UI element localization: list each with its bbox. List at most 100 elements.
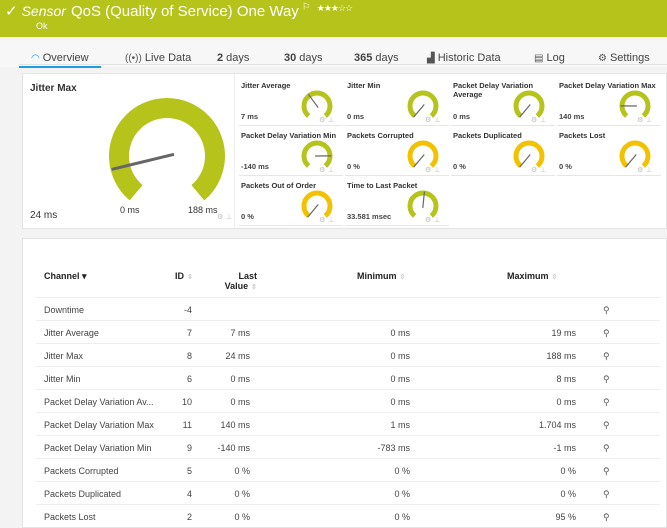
tab-settings[interactable]: ⚙ Settings [598, 52, 650, 64]
gear-icon[interactable]: ⚙ [319, 167, 326, 174]
gauge-dial [513, 140, 545, 168]
cell-channel[interactable]: Jitter Average [44, 328, 99, 338]
col-channel[interactable]: Channel ▾ [44, 271, 87, 282]
gauge-needle [519, 104, 531, 118]
pin-icon[interactable]: ⊥ [540, 117, 547, 124]
sensor-title: QoS (Quality of Service) One Way [70, 3, 299, 20]
live-icon: ((•)) [125, 53, 142, 64]
gauge-tile[interactable]: Packets Corrupted 0 % ⚙ ⊥ [345, 128, 449, 176]
gauge-dial [619, 90, 651, 118]
gauge-label: Packets Out of Order [241, 181, 317, 190]
gear-icon[interactable]: ⚙ [637, 167, 644, 174]
pin-icon[interactable]: ⊥ [226, 214, 233, 221]
gear-icon[interactable]: ⚙ [531, 167, 538, 174]
pin-icon[interactable]: ⊥ [434, 167, 441, 174]
gauge-tile[interactable]: Packet Delay Variation Average 0 ms ⚙ ⊥ [451, 78, 555, 126]
gear-icon[interactable]: ⚙ [531, 117, 538, 124]
table-row[interactable]: Packets Duplicated 4 0 % 0 % 0 % ⚲ [36, 481, 660, 504]
cell-channel[interactable]: Packet Delay Variation Min [44, 443, 152, 453]
table-row[interactable]: Packets Lost 2 0 % 0 % 95 % ⚲ [36, 504, 660, 527]
cell-channel[interactable]: Packet Delay Variation Max [44, 420, 154, 430]
tab-log[interactable]: ▤ Log [534, 52, 565, 64]
cell-maximum: 0 % [560, 489, 576, 499]
channel-settings-icon[interactable]: ⚲ [603, 443, 610, 453]
pin-icon[interactable]: ⊥ [328, 167, 335, 174]
col-maximum[interactable]: Maximum ⇳ [507, 271, 557, 281]
gauge-panel: Jitter Max 0 ms 188 ms 24 ms ⚙ ⊥ Jitter … [22, 73, 667, 229]
channel-settings-icon[interactable]: ⚲ [603, 397, 610, 407]
gear-icon[interactable]: ⚙ [319, 217, 326, 224]
tab-30-days[interactable]: 30 days [284, 52, 323, 64]
channel-settings-icon[interactable]: ⚲ [603, 489, 610, 499]
cell-channel[interactable]: Packet Delay Variation Av... [44, 397, 154, 407]
cell-minimum: 0 ms [390, 328, 410, 338]
channel-settings-icon[interactable]: ⚲ [603, 466, 610, 476]
tab-bar: ◠ Overview ((•)) Live Data 2 days 30 days 36… [0, 40, 667, 68]
cell-last-value: 0 % [234, 489, 250, 499]
gauge-tile[interactable]: Time to Last Packet 33.581 msec ⚙ ⊥ [345, 178, 449, 226]
tab-live-data[interactable]: ((•)) Live Data [125, 52, 191, 64]
cell-channel[interactable]: Packets Corrupted [44, 466, 119, 476]
gauge-value: 0 % [347, 162, 360, 171]
gauge-tile[interactable]: Packets Duplicated 0 % ⚙ ⊥ [451, 128, 555, 176]
pin-icon[interactable]: ⊥ [328, 117, 335, 124]
tab-overview[interactable]: ◠ Overview [19, 52, 101, 68]
cell-minimum: 0 ms [390, 351, 410, 361]
tab-2-days[interactable]: 2 days [217, 52, 249, 64]
flag-icon[interactable]: ⚐ [301, 2, 311, 13]
channel-settings-icon[interactable]: ⚲ [603, 328, 610, 338]
cell-minimum: 0 ms [390, 374, 410, 384]
pin-icon[interactable]: ⊥ [646, 167, 653, 174]
gear-icon[interactable]: ⚙ [319, 117, 326, 124]
col-last-value[interactable]: Last Value ⇳ [221, 271, 257, 291]
gauge-tile[interactable]: Jitter Min 0 ms ⚙ ⊥ [345, 78, 449, 126]
channel-settings-icon[interactable]: ⚲ [603, 420, 610, 430]
table-row[interactable]: Jitter Average 7 7 ms 0 ms 19 ms ⚲ [36, 320, 660, 343]
gear-icon[interactable]: ⚙ [425, 217, 432, 224]
pin-icon[interactable]: ⊥ [434, 117, 441, 124]
table-row[interactable]: Jitter Max 8 24 ms 0 ms 188 ms ⚲ [36, 343, 660, 366]
table-row[interactable]: Packet Delay Variation Av... 10 0 ms 0 ms 0 … [36, 389, 660, 412]
cell-channel[interactable]: Jitter Min [44, 374, 81, 384]
channel-settings-icon[interactable]: ⚲ [603, 305, 610, 315]
cell-channel[interactable]: Jitter Max [44, 351, 84, 361]
gear-icon[interactable]: ⚙ [425, 117, 432, 124]
gauge-tile[interactable]: Packets Lost 0 % ⚙ ⊥ [557, 128, 661, 176]
gauge-label: Jitter Average [241, 81, 291, 90]
channel-settings-icon[interactable]: ⚲ [603, 374, 610, 384]
table-row[interactable]: Packet Delay Variation Max 11 140 ms 1 ms 1.… [36, 412, 660, 435]
pin-icon[interactable]: ⊥ [540, 167, 547, 174]
gauge-label: Packets Lost [559, 131, 606, 140]
cell-channel[interactable]: Packets Lost [44, 512, 96, 522]
priority-stars[interactable]: ★★★☆☆ [316, 3, 353, 13]
tab-historic-data[interactable]: ▟ Historic Data [427, 52, 501, 64]
gauge-label: Jitter Min [347, 81, 381, 90]
table-row[interactable]: Jitter Min 6 0 ms 0 ms 8 ms ⚲ [36, 366, 660, 389]
gauge-tile[interactable]: Jitter Average 7 ms ⚙ ⊥ [239, 78, 343, 126]
pin-icon[interactable]: ⊥ [434, 217, 441, 224]
cell-channel[interactable]: Downtime [44, 305, 85, 315]
gear-icon[interactable]: ⚙ [637, 117, 644, 124]
pin-icon[interactable]: ⊥ [646, 117, 653, 124]
col-label: Maximum [507, 271, 549, 281]
cell-channel[interactable]: Packets Duplicated [44, 489, 122, 499]
channel-settings-icon[interactable]: ⚲ [603, 351, 610, 361]
pin-icon[interactable]: ⊥ [328, 217, 335, 224]
gauge-value: 0 % [241, 212, 254, 221]
gauge-dial [109, 98, 225, 201]
table-row[interactable]: Packet Delay Variation Min 9 -140 ms -783 m… [36, 435, 660, 458]
cell-minimum: 0 % [394, 466, 410, 476]
channel-settings-icon[interactable]: ⚲ [603, 512, 610, 522]
gear-icon[interactable]: ⚙ [217, 214, 224, 221]
table-row[interactable]: Packets Corrupted 5 0 % 0 % 0 % ⚲ [36, 458, 660, 481]
gauge-tile[interactable]: Packets Out of Order 0 % ⚙ ⊥ [239, 178, 343, 226]
col-minimum[interactable]: Minimum ⇳ [357, 271, 405, 281]
col-id[interactable]: ID ⇳ [175, 271, 193, 281]
gauge-tile[interactable]: Packet Delay Variation Max 140 ms ⚙ ⊥ [557, 78, 661, 126]
gauge-tile[interactable]: Packet Delay Variation Min -140 ms ⚙ ⊥ [239, 128, 343, 176]
cell-last-value: 0 ms [230, 397, 250, 407]
gauge-label: Packet Delay Variation Min [241, 131, 337, 140]
table-row[interactable]: Downtime -4 ⚲ [36, 297, 660, 320]
tab-365-days[interactable]: 365 days [354, 52, 399, 64]
gear-icon[interactable]: ⚙ [425, 167, 432, 174]
